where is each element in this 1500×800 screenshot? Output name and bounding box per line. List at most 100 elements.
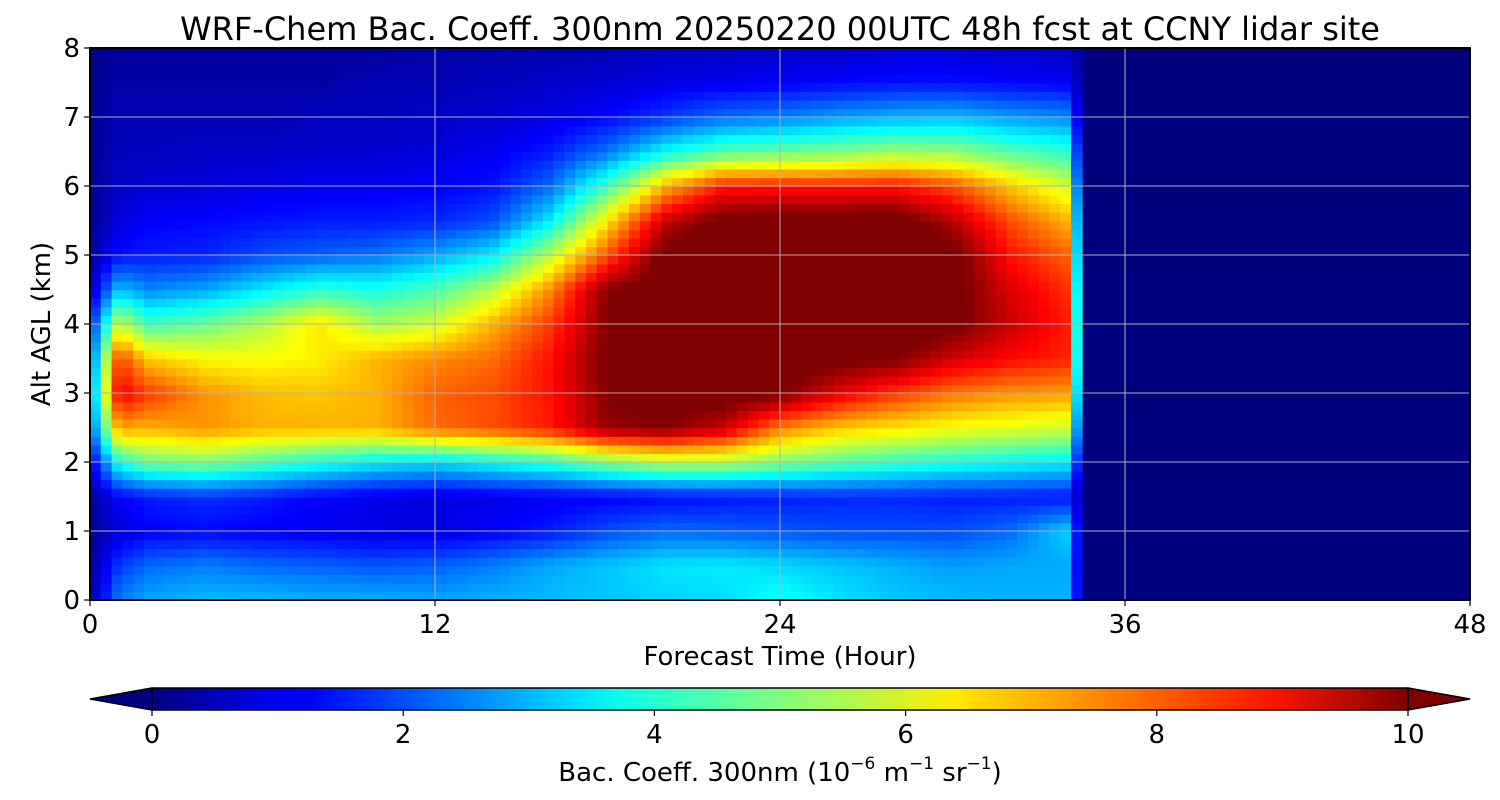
heatmap-cell [143, 73, 156, 84]
heatmap-cell [90, 229, 102, 239]
heatmap-cell [327, 272, 339, 282]
heatmap-cell [187, 358, 199, 368]
heatmap-cell [909, 255, 921, 265]
heatmap-cell [855, 211, 868, 222]
heatmap-cell [240, 117, 253, 127]
heatmap-cell [143, 263, 156, 274]
heatmap-cell [672, 108, 684, 118]
heatmap-cell [920, 427, 932, 437]
heatmap-cell [230, 582, 242, 593]
heatmap-cell [855, 358, 868, 368]
heatmap-cell [532, 289, 544, 299]
heatmap-cell [456, 246, 469, 256]
heatmap-cell [100, 272, 113, 282]
heatmap-cell [661, 375, 673, 386]
heatmap-cell [521, 462, 533, 472]
heatmap-cell [585, 142, 598, 153]
heatmap-cell [381, 298, 393, 308]
heatmap-cell [812, 539, 824, 550]
heatmap-cell [273, 349, 285, 360]
heatmap-cell [585, 73, 598, 84]
heatmap-cell [273, 444, 285, 455]
heatmap-cell [391, 220, 404, 230]
heatmap-cell [154, 229, 167, 239]
heatmap-cell [197, 453, 210, 463]
heatmap-cell [564, 177, 576, 187]
heatmap-cell [284, 134, 296, 144]
heatmap-cell [413, 142, 426, 153]
heatmap-cell [747, 82, 760, 92]
heatmap-cell [585, 56, 598, 67]
heatmap-cell [456, 73, 469, 84]
heatmap-cell [682, 479, 695, 489]
heatmap-cell [370, 73, 382, 84]
heatmap-cell [467, 341, 479, 351]
heatmap-cell [823, 306, 835, 317]
heatmap-cell [532, 315, 544, 325]
heatmap-cell [133, 436, 145, 446]
heatmap-cell [488, 229, 501, 239]
heatmap-cell [553, 349, 566, 360]
heatmap-cell [337, 255, 350, 265]
heatmap-cell [337, 280, 350, 291]
heatmap-cell [187, 556, 199, 567]
heatmap-cell [769, 349, 781, 360]
heatmap-cell [790, 444, 803, 455]
heatmap-cell [251, 393, 264, 403]
heatmap-cell [402, 237, 415, 248]
heatmap-cell [553, 470, 566, 481]
heatmap-cell [877, 134, 889, 144]
heatmap-cell [510, 220, 523, 230]
heatmap-cell [639, 125, 652, 136]
heatmap-cell [596, 142, 609, 153]
heatmap-cell [607, 324, 620, 334]
heatmap-cell [564, 462, 576, 472]
heatmap-cell [909, 186, 921, 196]
heatmap-cell [337, 272, 350, 282]
heatmap-cell [510, 367, 523, 377]
heatmap-cell [111, 263, 124, 274]
heatmap-cell [230, 263, 242, 274]
heatmap-cell [208, 367, 221, 377]
heatmap-cell [704, 125, 717, 136]
heatmap-cell [769, 211, 781, 222]
heatmap-cell [596, 531, 609, 541]
heatmap-cell [197, 91, 210, 101]
heatmap-cell [898, 324, 911, 334]
heatmap-cell [327, 246, 339, 256]
heatmap-cell [909, 375, 921, 386]
heatmap-cell [575, 341, 587, 351]
heatmap-cell [381, 427, 393, 437]
heatmap-cell [736, 203, 749, 213]
heatmap-cell [359, 211, 372, 222]
heatmap-cell [585, 324, 598, 334]
heatmap-cell [553, 263, 566, 274]
heatmap-cell [887, 203, 900, 213]
heatmap-cell [769, 324, 781, 334]
heatmap-cell [844, 487, 857, 498]
heatmap-cell [629, 229, 641, 239]
heatmap-cell [143, 358, 156, 368]
heatmap-cell [381, 306, 393, 317]
heatmap-cell [877, 384, 889, 394]
heatmap-cell [618, 462, 630, 472]
heatmap-cell [154, 324, 167, 334]
heatmap-cell [726, 453, 738, 463]
heatmap-cell [618, 125, 630, 136]
heatmap-cell [381, 65, 393, 75]
heatmap-cell [488, 65, 501, 75]
heatmap-cell [176, 263, 188, 274]
heatmap-cell [726, 393, 738, 403]
heatmap-cell [240, 91, 253, 101]
heatmap-cell [348, 56, 361, 67]
heatmap-cell [197, 462, 210, 472]
heatmap-cell [564, 522, 576, 532]
heatmap-cell [445, 142, 458, 153]
heatmap-cell [391, 418, 404, 429]
heatmap-cell [639, 91, 652, 101]
heatmap-cell [143, 375, 156, 386]
heatmap-cell [542, 211, 555, 222]
heatmap-cell [240, 418, 253, 429]
heatmap-cell [316, 539, 328, 550]
heatmap-cell [736, 194, 749, 205]
